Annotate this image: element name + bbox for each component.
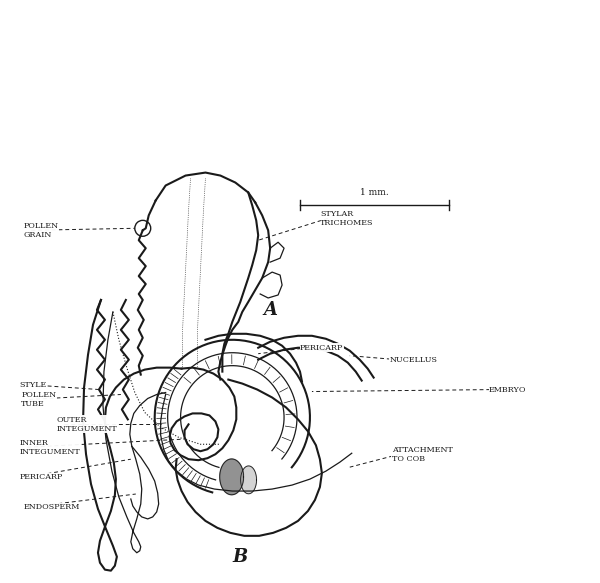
Text: PERICARP: PERICARP bbox=[19, 473, 62, 481]
Text: STYLE: STYLE bbox=[19, 381, 47, 388]
Polygon shape bbox=[220, 459, 244, 495]
Text: PERICARP: PERICARP bbox=[300, 344, 343, 352]
Text: OUTER
INTEGUMENT: OUTER INTEGUMENT bbox=[56, 416, 117, 433]
Text: A: A bbox=[263, 301, 277, 319]
Text: STYLAR
TRICHOMES: STYLAR TRICHOMES bbox=[320, 210, 373, 227]
Text: POLLEN
TUBE: POLLEN TUBE bbox=[22, 391, 56, 408]
Text: EMBRYO: EMBRYO bbox=[489, 385, 527, 394]
Text: NUCELLUS: NUCELLUS bbox=[389, 356, 437, 364]
Text: ENDOSPERM: ENDOSPERM bbox=[23, 503, 80, 511]
Text: 1 mm.: 1 mm. bbox=[360, 188, 389, 198]
Text: ATTACHMENT
TO COB: ATTACHMENT TO COB bbox=[392, 445, 452, 463]
Text: POLLEN
GRAIN: POLLEN GRAIN bbox=[23, 222, 58, 239]
Polygon shape bbox=[241, 466, 257, 494]
Text: INNER
INTEGUMENT: INNER INTEGUMENT bbox=[19, 438, 80, 456]
Text: B: B bbox=[233, 548, 248, 566]
